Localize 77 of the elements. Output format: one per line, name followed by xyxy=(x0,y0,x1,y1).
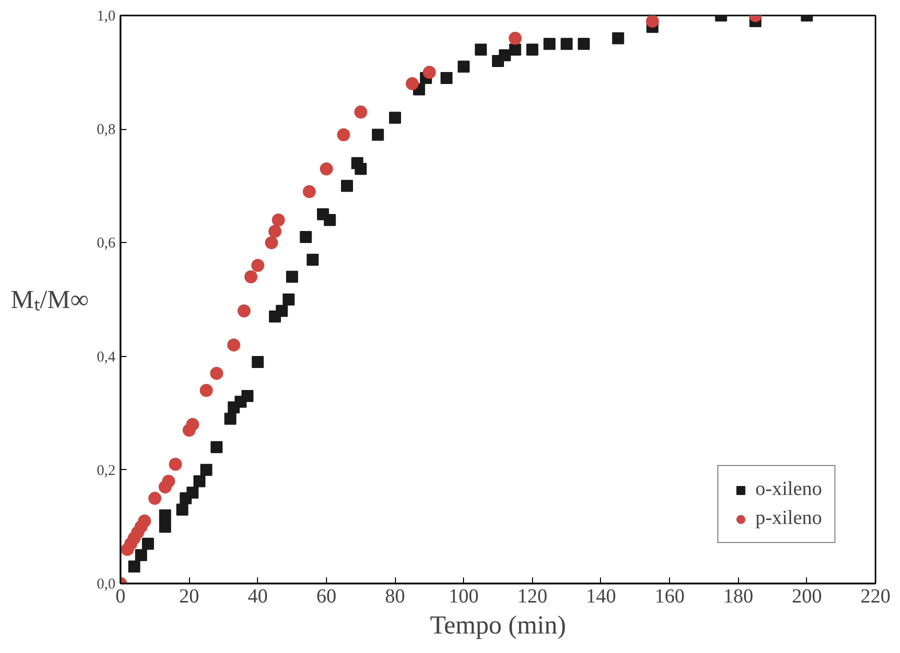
point xyxy=(509,44,522,56)
x-tick-label: 60 xyxy=(316,586,336,608)
y-tick-label: 0,6 xyxy=(96,236,116,252)
point xyxy=(560,38,573,50)
point xyxy=(227,338,240,352)
point xyxy=(440,72,453,84)
point xyxy=(526,44,538,56)
x-tick-label: 100 xyxy=(448,586,479,608)
point xyxy=(354,106,368,119)
x-tick-label: 80 xyxy=(385,586,406,608)
x-tick-label: 40 xyxy=(248,586,268,608)
x-tick-label: 0 xyxy=(116,586,126,608)
point xyxy=(282,294,295,306)
point xyxy=(186,418,200,431)
point xyxy=(474,44,487,56)
point xyxy=(286,270,298,283)
point xyxy=(186,486,199,499)
point xyxy=(210,441,223,454)
point xyxy=(337,128,350,142)
y-tick-label: 0,8 xyxy=(96,122,116,138)
y-tick-label: 0,2 xyxy=(96,462,116,479)
y-tick-label: 0,0 xyxy=(96,576,116,592)
x-axis-title: Tempo (min) xyxy=(430,610,566,640)
x-tick-label: 160 xyxy=(654,586,685,608)
point xyxy=(265,236,278,250)
point xyxy=(159,509,172,522)
point xyxy=(389,112,402,124)
point xyxy=(306,254,319,266)
legend-label: o-xileno xyxy=(755,478,822,501)
point xyxy=(320,162,333,176)
point xyxy=(300,231,312,244)
point xyxy=(210,366,224,380)
point xyxy=(200,384,213,397)
point xyxy=(148,492,162,505)
point xyxy=(354,162,367,175)
legend-label: p-xileno xyxy=(755,507,822,530)
point xyxy=(251,258,264,272)
point xyxy=(200,464,212,476)
y-tick-label: 0,4 xyxy=(96,349,116,366)
point xyxy=(162,474,176,488)
x-tick-label: 140 xyxy=(586,586,616,608)
point xyxy=(302,185,316,198)
x-tick-label: 220 xyxy=(860,586,890,608)
point xyxy=(578,38,590,50)
point xyxy=(508,32,522,45)
y-tick-label: 1,0 xyxy=(96,8,116,24)
point xyxy=(422,66,436,79)
x-tick-label: 20 xyxy=(179,586,200,608)
point xyxy=(142,538,154,550)
point xyxy=(135,549,148,562)
point xyxy=(276,304,288,317)
point xyxy=(241,390,254,402)
point xyxy=(372,128,384,141)
point xyxy=(176,504,188,516)
point xyxy=(646,16,659,28)
point xyxy=(268,224,282,238)
x-tick-label: 200 xyxy=(792,586,822,608)
x-tick-label: 120 xyxy=(517,586,548,608)
x-tick-label: 180 xyxy=(723,586,754,608)
point xyxy=(252,356,264,368)
point xyxy=(168,458,182,471)
point xyxy=(612,32,624,44)
point xyxy=(272,213,285,226)
point xyxy=(458,60,470,73)
point xyxy=(159,520,172,533)
point xyxy=(193,475,206,488)
point xyxy=(138,514,152,528)
point xyxy=(224,412,236,425)
point xyxy=(341,180,353,192)
point xyxy=(324,214,336,226)
point xyxy=(244,270,258,284)
point xyxy=(238,304,251,318)
y-axis-title: Mₜ/M∞ xyxy=(10,285,89,314)
point xyxy=(543,38,556,50)
point xyxy=(128,560,140,572)
point xyxy=(406,77,419,90)
point xyxy=(498,49,511,62)
